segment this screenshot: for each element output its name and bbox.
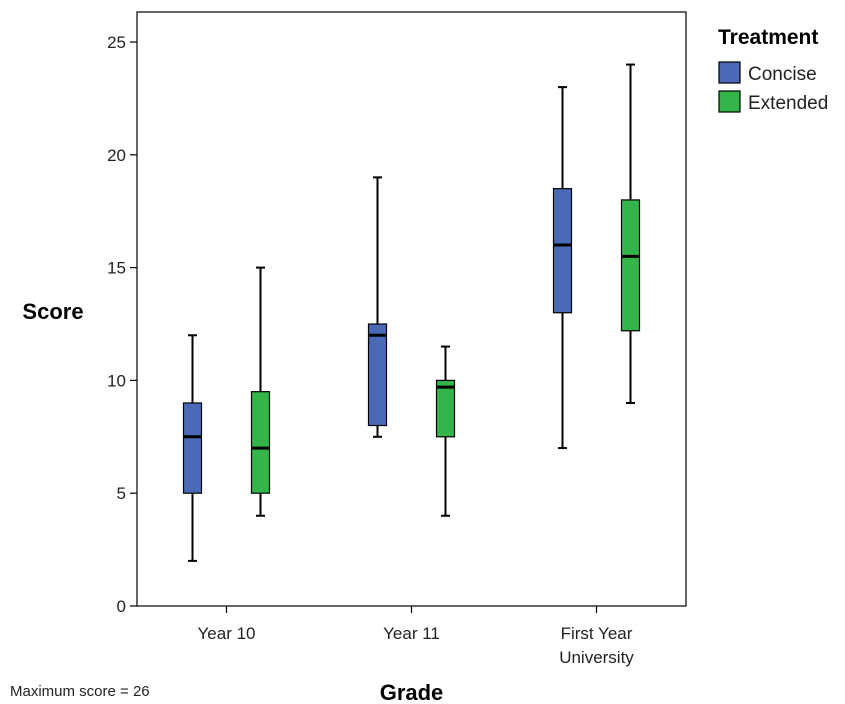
legend-swatch-extended	[718, 90, 741, 113]
iqr-box	[250, 391, 271, 494]
box-extended-0	[250, 266, 271, 517]
legend-title: Treatment	[718, 26, 818, 49]
box-concise-1	[367, 176, 388, 438]
y-axis-title: Score	[22, 299, 83, 324]
y-tick-label: 15	[107, 259, 126, 278]
legend: Treatment Concise Extended	[718, 26, 828, 114]
y-tick-label: 20	[107, 146, 126, 165]
box-extended-1	[435, 345, 456, 517]
y-tick-label: 5	[117, 484, 126, 503]
x-tick-label: Year 10	[198, 624, 256, 643]
iqr-box	[182, 402, 203, 494]
legend-label-concise: Concise	[748, 64, 817, 85]
x-axis-title: Grade	[380, 680, 444, 704]
x-axis: Year 10 Year 11 First Year University	[198, 606, 634, 667]
iqr-box	[552, 188, 573, 314]
iqr-box	[435, 379, 456, 438]
box-extended-2	[620, 63, 641, 404]
legend-label-extended: Extended	[748, 93, 828, 114]
legend-swatch-concise	[718, 61, 741, 84]
y-tick-label: 0	[117, 597, 126, 616]
y-axis: 0 5 10 15 20 25	[107, 33, 137, 616]
box-concise-2	[552, 86, 573, 450]
y-tick-label: 25	[107, 33, 126, 52]
iqr-box	[620, 199, 641, 332]
y-tick-label: 10	[107, 371, 126, 390]
plot-area	[136, 11, 687, 607]
x-tick-label: First Year	[561, 624, 633, 643]
iqr-box	[367, 323, 388, 427]
box-concise-0	[182, 334, 203, 562]
footnote: Maximum score = 26	[10, 683, 150, 700]
x-tick-label: University	[559, 648, 634, 667]
box-plots	[182, 63, 641, 562]
x-tick-label: Year 11	[383, 624, 440, 643]
